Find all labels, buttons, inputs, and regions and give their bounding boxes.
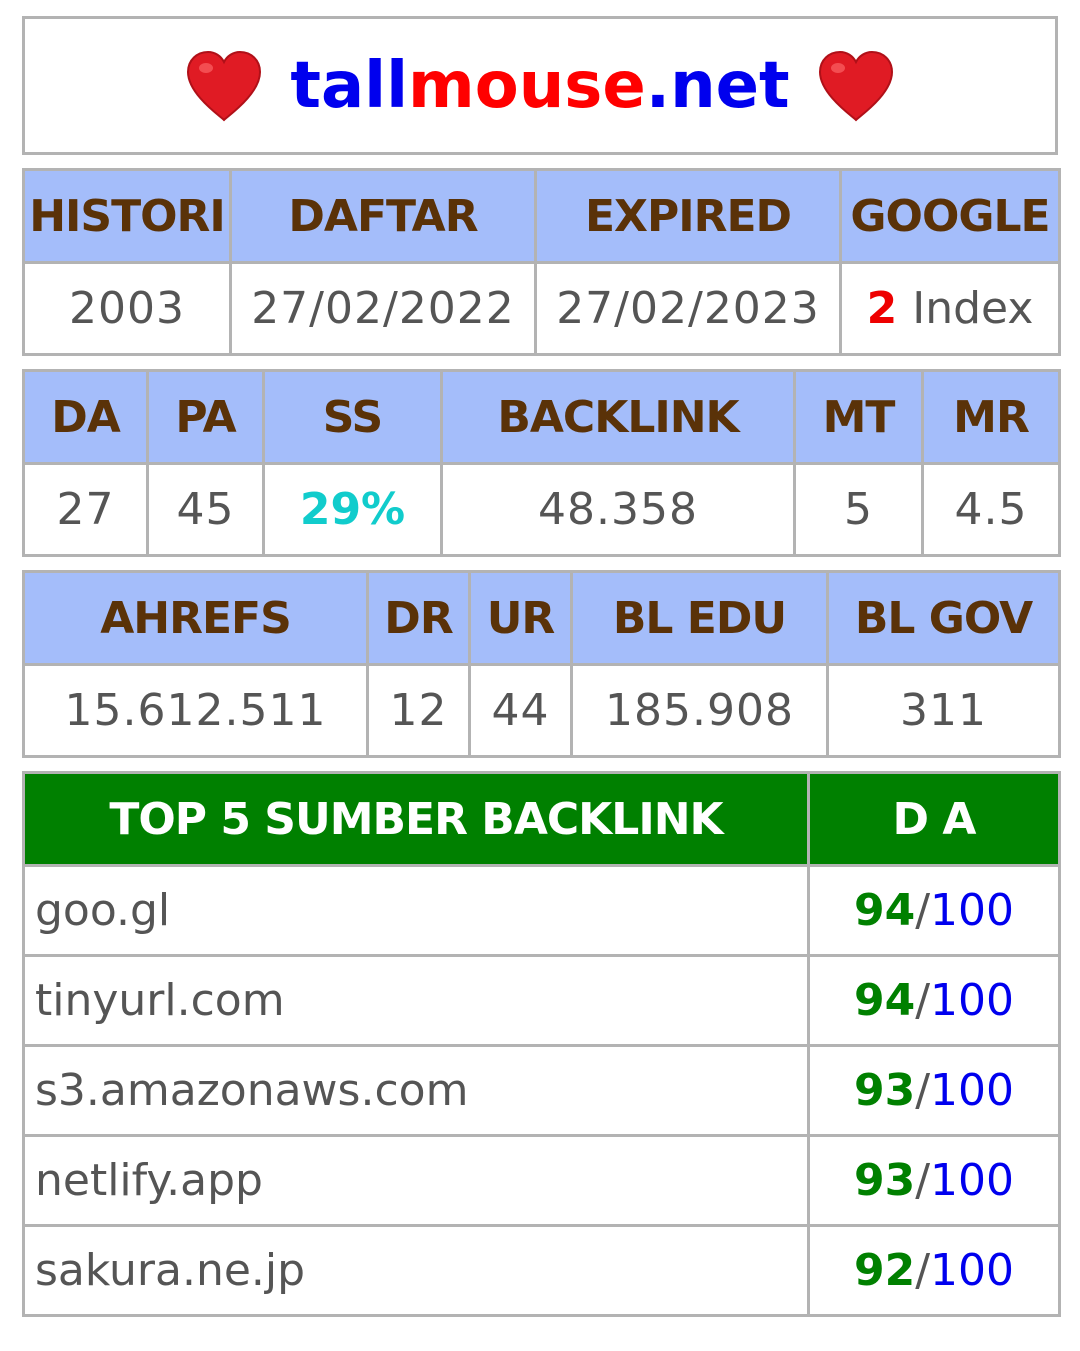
backlink-domain: tinyurl.com — [22, 954, 810, 1047]
backlink-domain: goo.gl — [22, 864, 810, 957]
header-da: DA — [22, 369, 149, 465]
value-ahrefs: 15.612.511 — [22, 663, 369, 758]
value-mr: 4.5 — [921, 462, 1061, 557]
site-title-box: tallmouse.net — [22, 16, 1058, 155]
backlink-da: 94/100 — [807, 954, 1061, 1047]
top5-backlink-table: TOP 5 SUMBER BACKLINK D A goo.gl 94/100 … — [22, 771, 1061, 1317]
header-ur: UR — [468, 570, 573, 666]
table-row: netlify.app 93/100 — [22, 1134, 1061, 1227]
google-index-count: 2 — [866, 283, 899, 334]
value-dr: 12 — [366, 663, 471, 758]
value-ur: 44 — [468, 663, 573, 758]
value-bl-edu: 185.908 — [570, 663, 829, 758]
ahrefs-table: AHREFS DR UR BL EDU BL GOV 15.612.511 12… — [22, 570, 1061, 758]
heart-icon — [818, 50, 893, 121]
header-expired: EXPIRED — [534, 168, 842, 264]
header-top5-source: TOP 5 SUMBER BACKLINK — [22, 771, 810, 867]
backlink-domain: sakura.ne.jp — [22, 1224, 810, 1317]
header-dr: DR — [366, 570, 471, 666]
value-pa: 45 — [146, 462, 265, 557]
header-ss: SS — [262, 369, 443, 465]
header-backlink: BACKLINK — [440, 369, 796, 465]
value-google: 2 Index — [839, 261, 1061, 356]
moz-table: DA PA SS BACKLINK MT MR 27 45 29% 48.358… — [22, 369, 1061, 557]
value-expired: 27/02/2023 — [534, 261, 842, 356]
table-row: sakura.ne.jp 92/100 — [22, 1224, 1061, 1317]
header-mr: MR — [921, 369, 1061, 465]
value-mt: 5 — [793, 462, 924, 557]
google-index-label: Index — [898, 283, 1034, 334]
value-bl-gov: 311 — [826, 663, 1061, 758]
header-bl-gov: BL GOV — [826, 570, 1061, 666]
value-da: 27 — [22, 462, 149, 557]
history-table: HISTORI DAFTAR EXPIRED GOOGLE 2003 27/02… — [22, 168, 1061, 356]
site-title: tallmouse.net — [184, 50, 895, 122]
spam-score: 29% — [299, 484, 406, 535]
header-pa: PA — [146, 369, 265, 465]
heart-icon — [187, 50, 262, 121]
header-google: GOOGLE — [839, 168, 1061, 264]
value-ss: 29% — [262, 462, 443, 557]
table-row: s3.amazonaws.com 93/100 — [22, 1044, 1061, 1137]
backlink-domain: netlify.app — [22, 1134, 810, 1227]
site-name: tallmouse.net — [290, 48, 790, 123]
table-row: goo.gl 94/100 — [22, 864, 1061, 957]
header-daftar: DAFTAR — [229, 168, 537, 264]
header-top5-da: D A — [807, 771, 1061, 867]
backlink-da: 92/100 — [807, 1224, 1061, 1317]
value-histori: 2003 — [22, 261, 232, 356]
value-backlink: 48.358 — [440, 462, 796, 557]
table-row: tinyurl.com 94/100 — [22, 954, 1061, 1047]
header-ahrefs: AHREFS — [22, 570, 369, 666]
header-bl-edu: BL EDU — [570, 570, 829, 666]
backlink-domain: s3.amazonaws.com — [22, 1044, 810, 1137]
backlink-da: 93/100 — [807, 1044, 1061, 1137]
header-histori: HISTORI — [22, 168, 232, 264]
backlink-da: 93/100 — [807, 1134, 1061, 1227]
backlink-da: 94/100 — [807, 864, 1061, 957]
header-mt: MT — [793, 369, 924, 465]
value-daftar: 27/02/2022 — [229, 261, 537, 356]
